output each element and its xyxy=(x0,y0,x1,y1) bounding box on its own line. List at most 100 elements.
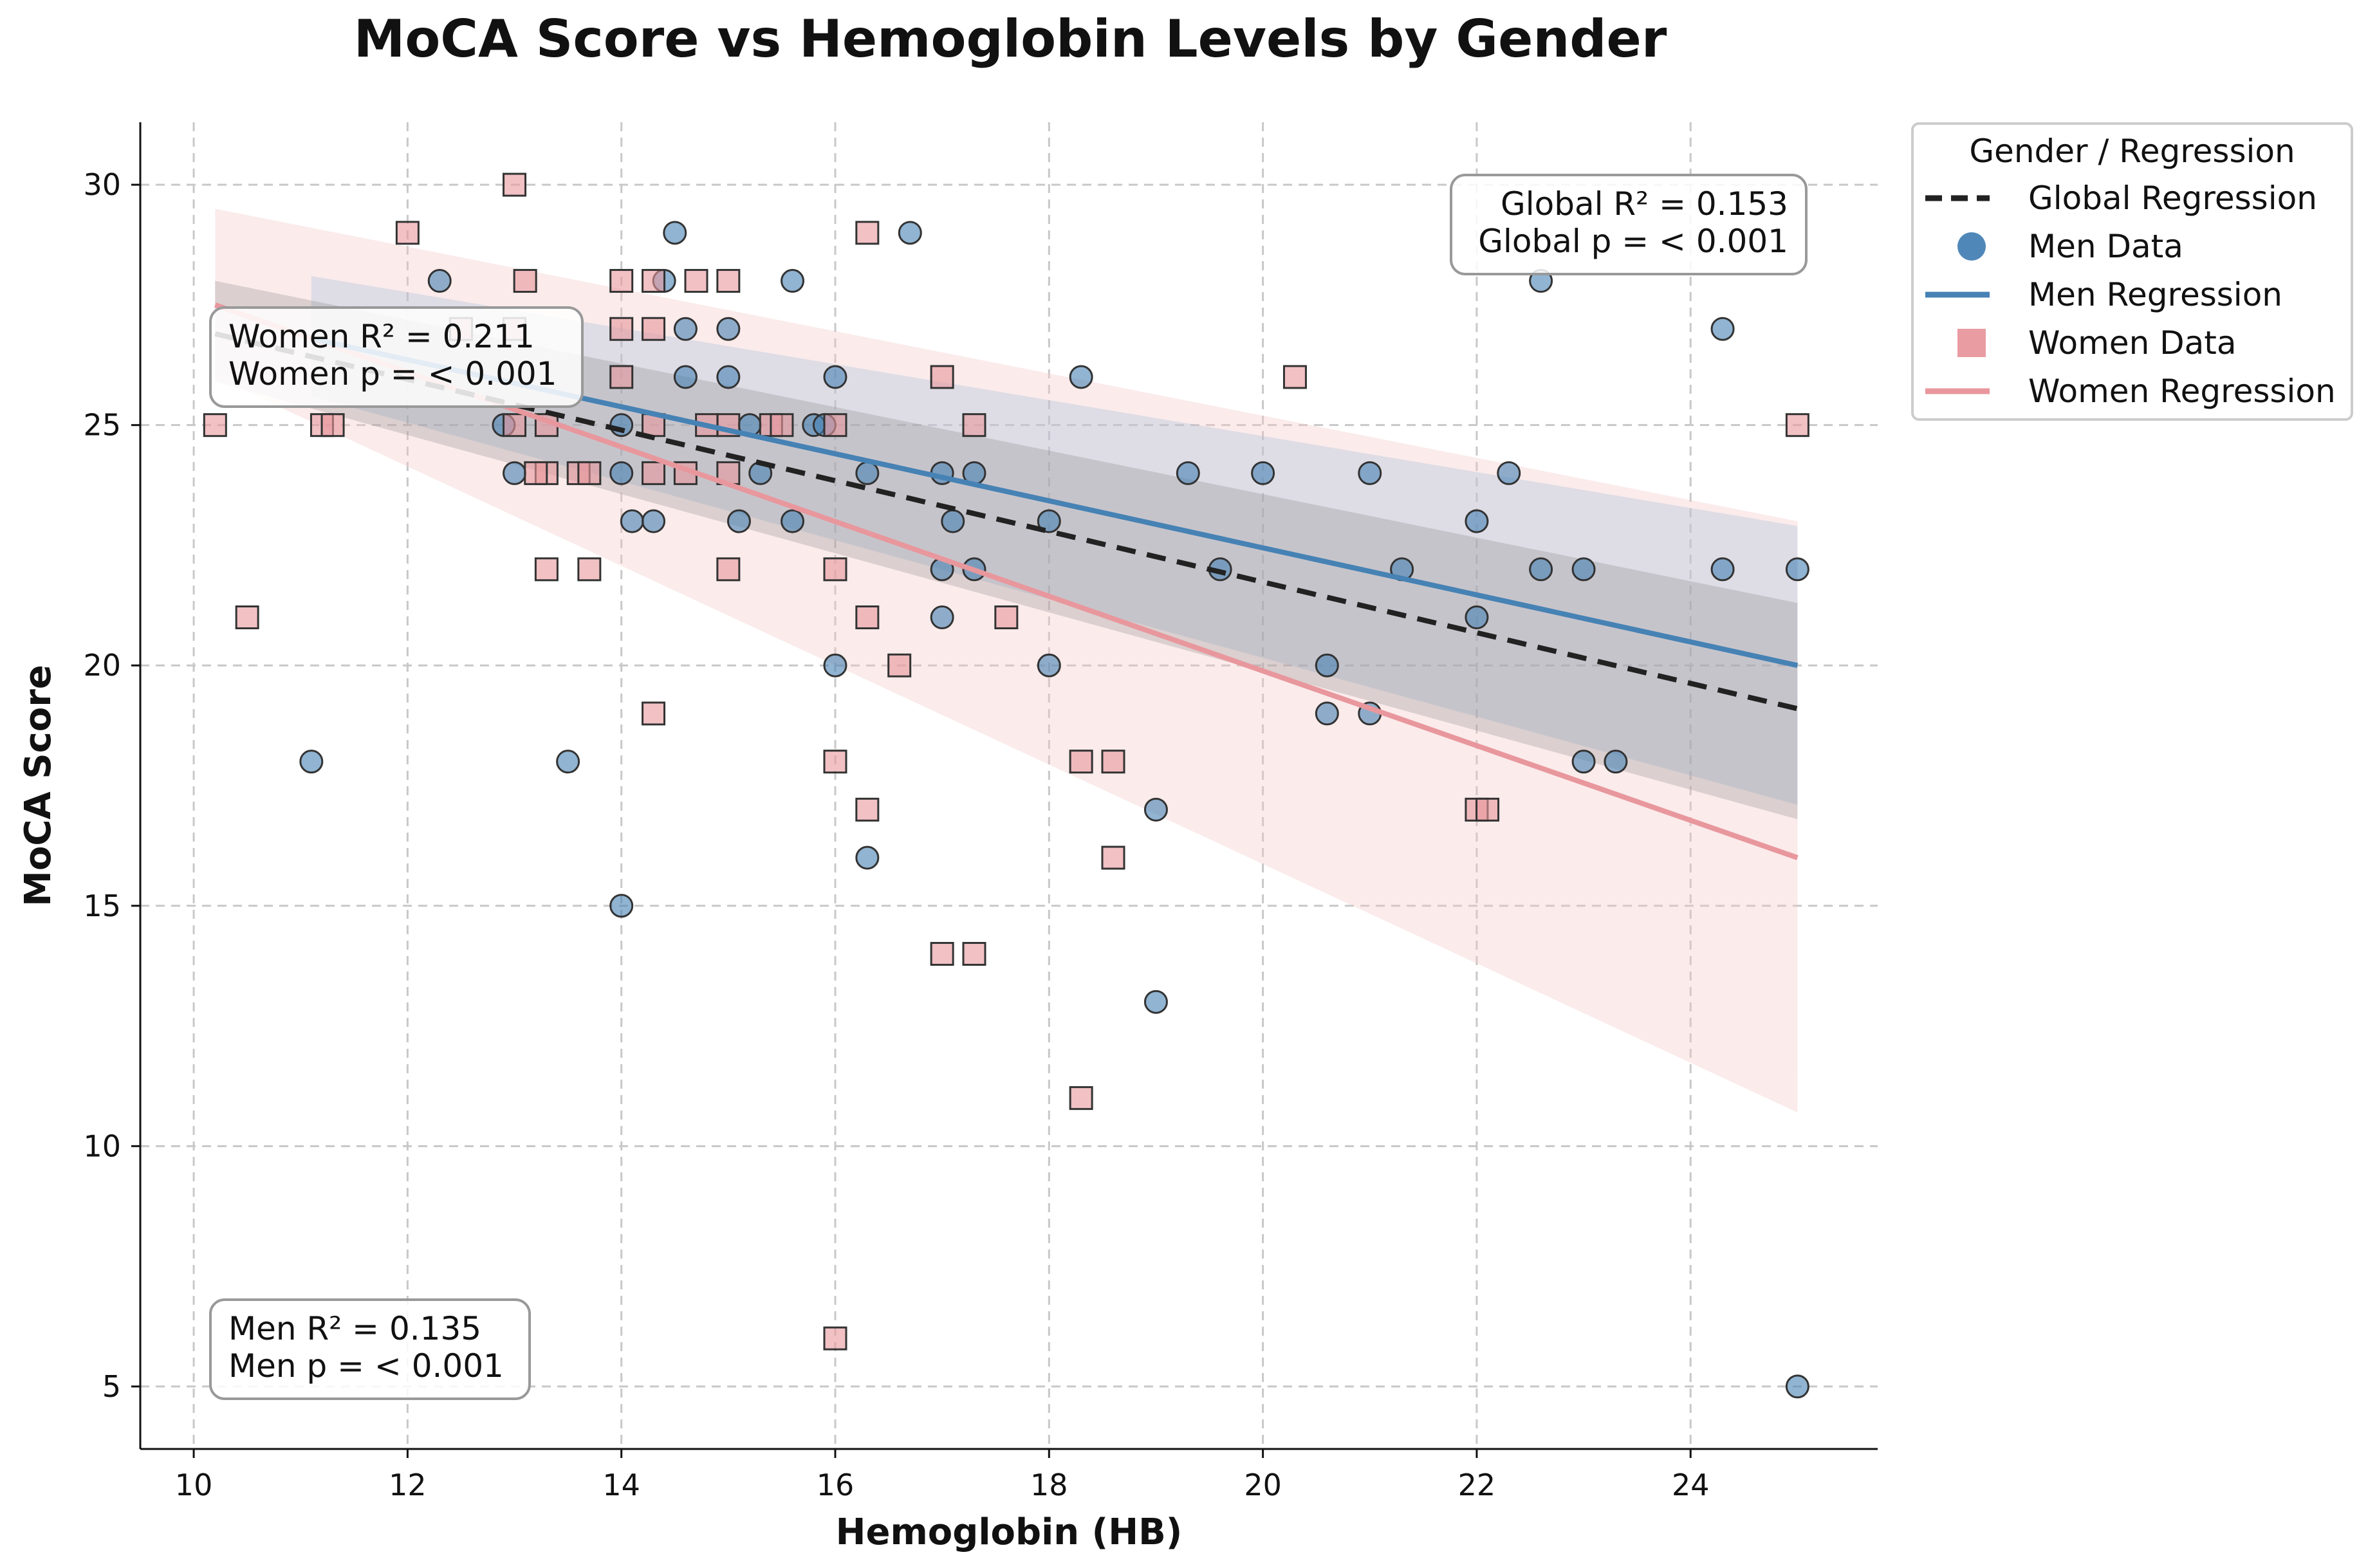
men-data-point xyxy=(941,509,965,533)
men-data-point xyxy=(427,269,452,293)
women-data-point xyxy=(1101,845,1125,870)
legend-entry-label: Men Regression xyxy=(2028,276,2282,313)
women-stats-line: Women p = < 0.001 xyxy=(228,355,557,392)
men-stats-line: Men p = < 0.001 xyxy=(228,1347,504,1385)
confidence-band-women-regression xyxy=(215,208,1798,1113)
x-axis-title: Hemoglobin (HB) xyxy=(836,1511,1183,1553)
men-data-point xyxy=(673,365,698,389)
women-data-point xyxy=(823,1326,847,1351)
women-data-point xyxy=(855,221,880,245)
women-data-point xyxy=(642,461,666,485)
legend: Gender / Regression Global Regression Men … xyxy=(1911,122,2353,421)
women-data-point xyxy=(503,172,527,197)
axis-ticks: 10 12 14 16 18 20 22 24 5 10 15 20 25 30 xyxy=(83,167,1709,1502)
women-data-point xyxy=(320,413,345,438)
women-data-point xyxy=(524,461,548,485)
men-data-point xyxy=(663,221,687,245)
men-data-point xyxy=(1710,557,1735,582)
women-data-point xyxy=(930,365,954,389)
women-data-point xyxy=(716,557,741,582)
men-data-point xyxy=(1037,653,1061,678)
women-data-point xyxy=(855,605,880,630)
men-data-point xyxy=(1143,990,1168,1014)
men-stats-box xyxy=(209,1298,531,1400)
men-data-point xyxy=(299,750,324,774)
women-data-point xyxy=(1785,413,1809,438)
men-data-point xyxy=(1497,461,1521,485)
women-data-point xyxy=(609,365,634,389)
men-data-point xyxy=(823,653,847,678)
women-data-point xyxy=(395,221,420,245)
women-data-point xyxy=(962,941,986,966)
women-data-point xyxy=(1282,365,1307,389)
scatter-points xyxy=(203,172,1809,1399)
women-data-point xyxy=(503,413,527,438)
men-data-point xyxy=(781,509,805,533)
men-data-point xyxy=(930,605,954,630)
global-stats-line: Global R² = 0.153 xyxy=(1501,185,1788,223)
men-data-point xyxy=(1143,797,1168,822)
women-data-point xyxy=(962,413,986,438)
men-data-point xyxy=(1710,317,1735,341)
women-data-point xyxy=(1475,797,1500,822)
men-data-point xyxy=(609,461,634,485)
chart-title: MoCA Score vs Hemoglobin Levels by Gende… xyxy=(354,9,1667,69)
y-tick-label: 30 xyxy=(83,167,121,202)
men-data-point xyxy=(823,365,847,389)
men-data-point xyxy=(716,365,741,389)
legend-swatch-square xyxy=(1957,329,1986,357)
legend-entry-label: Women Data xyxy=(2028,324,2237,362)
global-regression-line xyxy=(214,331,1799,712)
women-data-point xyxy=(1069,750,1093,774)
women-data-point xyxy=(577,557,602,582)
legend-title: Gender / Regression xyxy=(1969,133,2295,170)
women-data-point xyxy=(770,413,794,438)
men-data-point xyxy=(1571,750,1596,774)
legend-box xyxy=(1911,122,2353,421)
axes xyxy=(139,122,1878,1450)
legend-entry-label: Men Data xyxy=(2028,228,2183,265)
women-data-point xyxy=(235,605,259,630)
x-tick-label: 10 xyxy=(175,1468,213,1502)
x-tick-label: 12 xyxy=(389,1468,427,1502)
men-data-point xyxy=(556,750,580,774)
confidence-band-men-regression xyxy=(311,276,1798,805)
men-data-point xyxy=(1529,557,1553,582)
men-data-point xyxy=(855,461,880,485)
x-tick-label: 20 xyxy=(1244,1468,1282,1502)
men-data-point xyxy=(1251,461,1275,485)
women-stats-line: Women R² = 0.211 xyxy=(228,318,535,355)
women-data-point xyxy=(577,461,602,485)
men-data-point xyxy=(1785,557,1809,582)
y-tick-label: 15 xyxy=(83,889,121,923)
men-data-point xyxy=(1315,701,1339,726)
men-data-point xyxy=(716,317,741,341)
men-data-point xyxy=(1571,557,1596,582)
men-data-point xyxy=(1465,509,1489,533)
women-data-point xyxy=(534,557,559,582)
y-tick-label: 20 xyxy=(83,648,121,683)
women-data-point xyxy=(716,269,741,293)
confidence-bands xyxy=(215,208,1798,1113)
men-data-point xyxy=(1176,461,1200,485)
men-data-point xyxy=(1037,509,1061,533)
women-data-point xyxy=(930,941,954,966)
men-data-point xyxy=(609,894,634,918)
men-data-point xyxy=(1069,365,1093,389)
men-data-point xyxy=(1785,1374,1809,1399)
men-data-point xyxy=(673,317,698,341)
men-stats-line: Men R² = 0.135 xyxy=(228,1310,481,1347)
men-data-point xyxy=(781,269,805,293)
legend-entry-label: Global Regression xyxy=(2028,180,2317,217)
legend-swatch-circle xyxy=(1957,232,1986,261)
women-data-point xyxy=(823,557,847,582)
global-stats-box xyxy=(1450,174,1808,275)
x-tick-label: 14 xyxy=(602,1468,640,1502)
men-data-point xyxy=(503,461,527,485)
men-data-point xyxy=(1315,653,1339,678)
women-data-point xyxy=(994,605,1019,630)
women-data-point xyxy=(887,653,912,678)
men-data-point xyxy=(726,509,751,533)
